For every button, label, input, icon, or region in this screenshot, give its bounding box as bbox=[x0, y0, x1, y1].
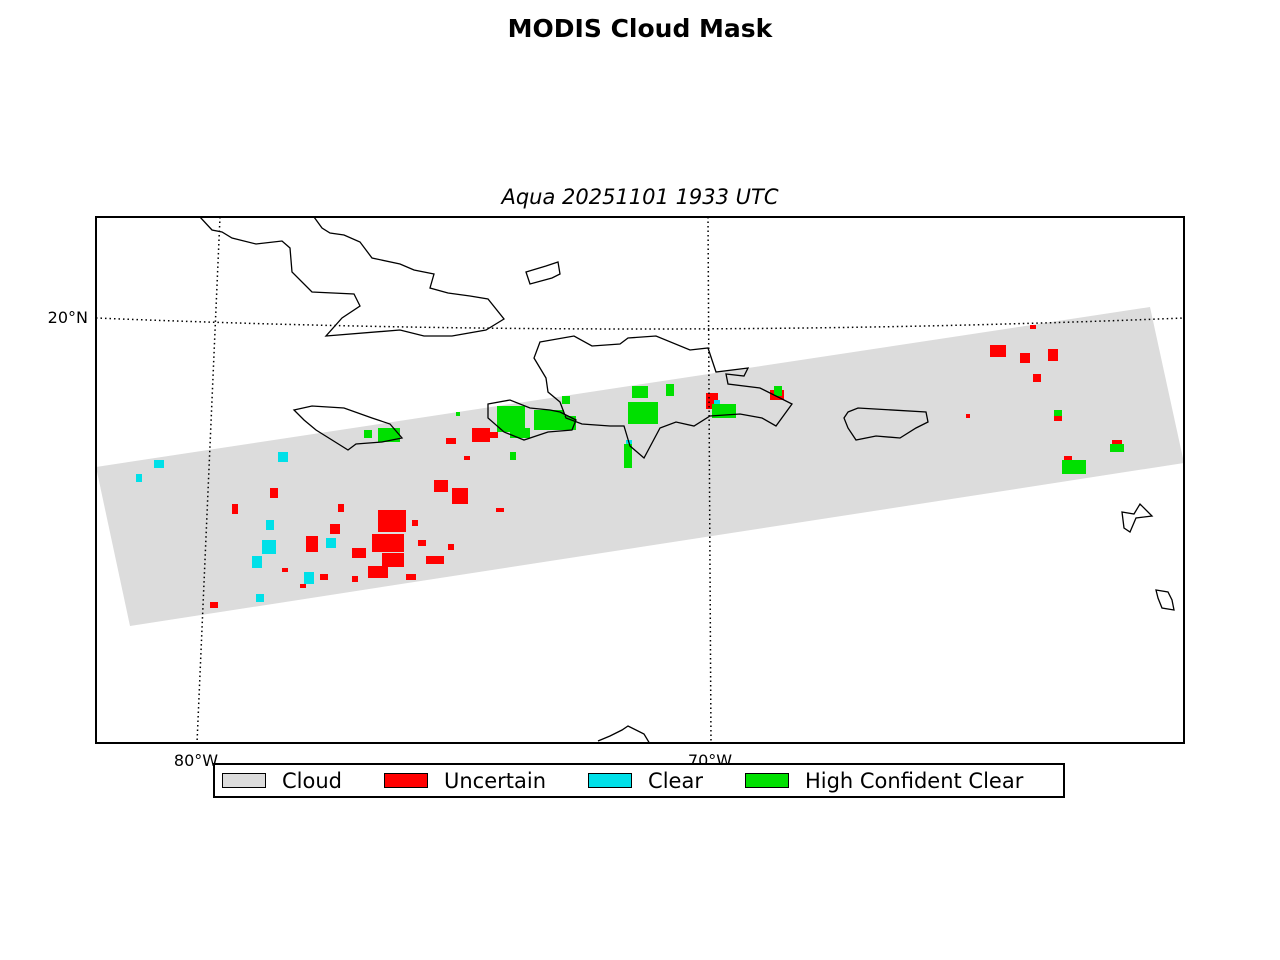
latitude-label-20n: 20°N bbox=[47, 308, 88, 327]
legend-item-uncertain: Uncertain bbox=[384, 769, 546, 793]
map-subtitle: Aqua 20251101 1933 UTC bbox=[501, 185, 779, 209]
cuba-coastline bbox=[199, 217, 505, 337]
legend-item-cloud: Cloud bbox=[222, 769, 342, 793]
high-confident-clear-pixels bbox=[364, 384, 1124, 474]
jamaica-coastline bbox=[292, 405, 404, 451]
map-frame bbox=[95, 216, 1185, 744]
bahamas-island bbox=[525, 261, 561, 285]
longitude-label-80w: 80°W bbox=[173, 751, 219, 770]
haiti-peninsula bbox=[487, 399, 577, 441]
legend-swatch-high-confident-clear bbox=[744, 773, 789, 788]
legend-item-clear: Clear bbox=[588, 769, 703, 793]
lesser-antilles-1 bbox=[1121, 502, 1154, 533]
legend-item-high-confident-clear: High Confident Clear bbox=[744, 768, 1024, 793]
legend-label-uncertain: Uncertain bbox=[444, 768, 547, 793]
legend-label-high-confident-clear: High Confident Clear bbox=[804, 768, 1024, 793]
cloud-swath bbox=[96, 307, 1184, 626]
legend-swatch-cloud bbox=[222, 773, 266, 788]
map-title: MODIS Cloud Mask bbox=[507, 14, 773, 43]
uncertain-pixels bbox=[210, 325, 1122, 608]
legend-swatch-clear bbox=[588, 773, 633, 788]
legend-label-clear: Clear bbox=[648, 768, 703, 793]
hispaniola-coastline bbox=[533, 335, 793, 460]
legend: Cloud Uncertain Clear High Confident Cle… bbox=[213, 763, 1065, 798]
legend-label-cloud: Cloud bbox=[282, 768, 342, 793]
coastlines bbox=[199, 217, 1175, 743]
puerto-rico-coastline bbox=[843, 407, 929, 441]
south-american-coast bbox=[597, 725, 651, 743]
lesser-antilles-2 bbox=[1155, 589, 1175, 611]
legend-swatch-uncertain bbox=[384, 773, 428, 788]
map-area bbox=[96, 217, 1184, 743]
